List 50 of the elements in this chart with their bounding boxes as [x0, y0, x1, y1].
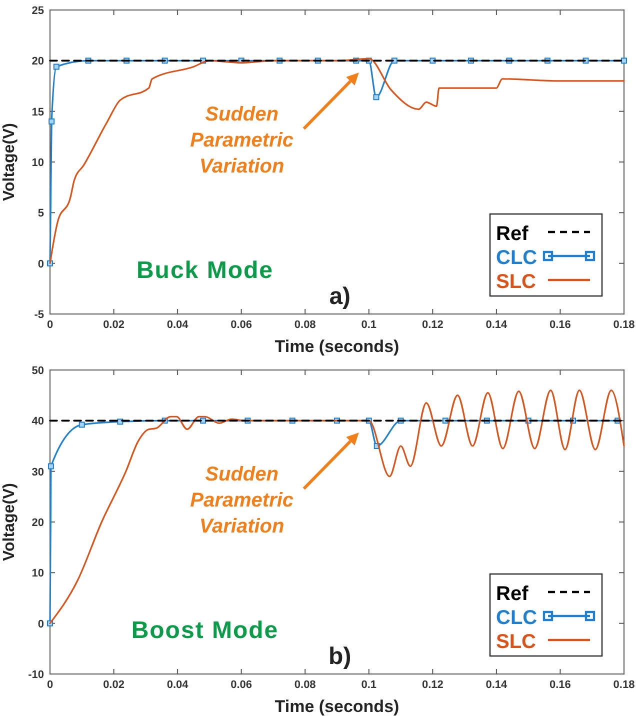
x-tick-label: 0.18	[613, 679, 635, 691]
x-tick-label: 0.04	[166, 319, 190, 331]
annotation: Sudden Parametric Variation	[190, 104, 294, 178]
y-tick-label: 0	[38, 258, 44, 270]
x-tick-label: 0.14	[486, 679, 508, 691]
x-tick-label: 0.04	[166, 679, 190, 691]
x-tick-label: 0.16	[550, 679, 571, 691]
x-tick-label: 0.16	[550, 319, 571, 331]
y-tick-label: 20	[32, 56, 44, 68]
x-tick-label: 0.14	[486, 319, 508, 331]
y-tick-label: 50	[32, 365, 44, 377]
legend-label: SLC	[496, 271, 536, 293]
x-axis-title: Time (seconds)	[274, 337, 400, 356]
legend-label: SLC	[496, 631, 536, 653]
annotation: b)	[328, 643, 352, 670]
y-tick-label: -10	[28, 669, 44, 681]
y-tick-label: 30	[32, 466, 44, 478]
x-axis-title: Time (seconds)	[274, 697, 400, 716]
x-tick-label: 0.08	[294, 319, 316, 331]
x-tick-label: 0.08	[294, 679, 316, 691]
y-tick-label: 20	[32, 517, 44, 529]
legend-label: CLC	[496, 247, 538, 269]
x-tick-label: 0.06	[230, 319, 252, 331]
annotation: a)	[329, 283, 351, 310]
x-tick-label: 0.12	[422, 679, 444, 691]
y-tick-label: 25	[32, 5, 44, 17]
x-tick-label: 0.02	[103, 319, 124, 331]
y-axis-title: Voltage(V)	[1, 483, 18, 561]
x-tick-label: 0	[46, 679, 54, 691]
annotation: Boost Mode	[131, 617, 279, 644]
y-tick-label: 10	[32, 568, 44, 580]
x-tick-label: 0	[46, 319, 54, 331]
x-tick-label: 0.1	[361, 679, 377, 691]
legend-label: CLC	[496, 607, 538, 629]
x-tick-label: 0.02	[103, 679, 124, 691]
x-tick-label: 0.18	[613, 319, 635, 331]
y-tick-label: 15	[32, 106, 44, 118]
y-tick-label: 5	[38, 208, 44, 220]
x-tick-label: 0.06	[230, 679, 252, 691]
x-tick-label: 0.12	[422, 319, 444, 331]
x-tick-label: 0.1	[361, 319, 377, 331]
legend-label: Ref	[496, 223, 529, 245]
annotation: Buck Mode	[136, 257, 274, 284]
y-tick-label: 10	[32, 157, 44, 169]
y-tick-label: -5	[34, 309, 44, 321]
y-tick-label: 40	[32, 416, 44, 428]
legend-label: Ref	[496, 583, 529, 605]
y-tick-label: 0	[38, 618, 44, 630]
y-axis-title: Voltage(V)	[1, 123, 18, 201]
annotation: Sudden Parametric Variation	[190, 464, 294, 538]
